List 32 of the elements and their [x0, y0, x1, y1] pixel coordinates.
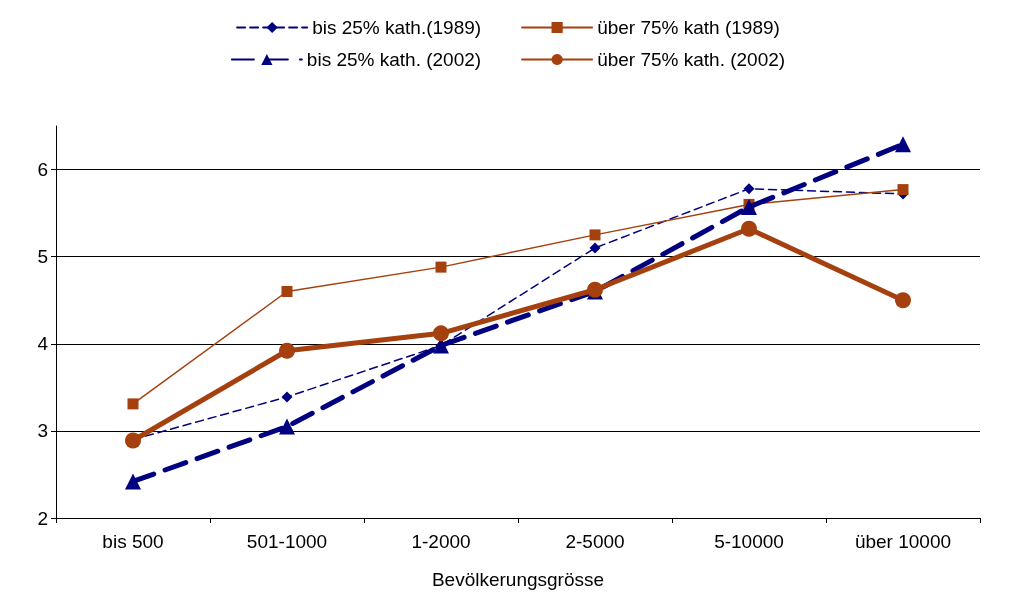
- legend-label: über 75% kath (1989): [597, 17, 780, 38]
- point: [897, 184, 909, 196]
- y-tick-label: 3: [37, 420, 48, 442]
- y-tick-label: 5: [37, 246, 48, 268]
- x-tick-label: 5-10000: [714, 531, 784, 552]
- x-tick-label: bis 500: [102, 531, 164, 552]
- point: [743, 183, 755, 195]
- legend-label: bis 25% kath.(1989): [312, 17, 482, 38]
- x-tick-label: 1-2000: [411, 531, 471, 552]
- point: [279, 342, 295, 359]
- x-tick-label: 501-1000: [246, 531, 328, 552]
- point: [435, 261, 447, 273]
- y-tick-label: 2: [37, 507, 48, 529]
- legend-label: bis 25% kath. (2002): [306, 49, 482, 70]
- point: [279, 418, 295, 435]
- legend-label: über 75% kath. (2002): [597, 49, 786, 70]
- point: [895, 292, 911, 309]
- y-tick-label: 4: [37, 333, 49, 355]
- x-tick-label: 2-5000: [565, 531, 625, 552]
- point: [741, 220, 757, 237]
- point: [895, 136, 911, 153]
- point: [741, 199, 757, 216]
- point: [281, 391, 293, 403]
- point: [127, 398, 139, 410]
- point: [125, 473, 141, 490]
- point: [589, 242, 601, 254]
- point: [433, 325, 449, 342]
- x-tick-label: über 10000: [854, 531, 952, 552]
- x-axis-title: Bevölkerungsgrösse: [431, 569, 605, 590]
- y-tick-label: 6: [37, 159, 48, 181]
- point: [589, 229, 601, 241]
- point: [281, 286, 293, 298]
